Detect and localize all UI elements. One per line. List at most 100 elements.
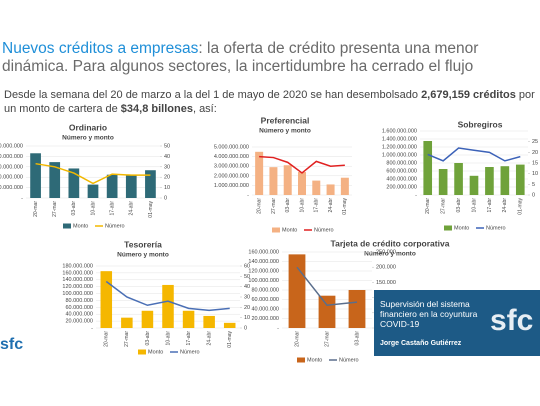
headline-rest: : la oferta de crédito presenta una meno… [2,40,479,75]
bar [30,153,41,198]
y2-tick-label: 150.000 [376,280,396,286]
y-tick-label: 60.000.000 [251,297,279,303]
bar [223,322,236,328]
bar [454,163,463,195]
y-tick-label: 40.000.000 [65,312,93,318]
bar [438,169,448,195]
x-tick-label: 27-mar [271,198,277,214]
y-tick-label: 100.000.000 [248,278,279,284]
y2-tick-label: 250.000 [376,249,396,255]
y-tick-label: - [91,325,93,331]
bar [49,162,61,198]
y-tick-label: 30.000.000 [0,164,23,170]
chart-title: Tesorería [124,239,162,249]
y2-tick-label: 60 [244,263,250,269]
headline: Nuevos créditos a empresas: la oferta de… [2,40,538,76]
bar [87,184,99,198]
y-tick-label: 40.000.000 [0,154,23,160]
x-tick-label: 10-abr [299,198,305,213]
y2-tick-label: 10 [532,171,538,177]
x-tick-label: 24-abr [502,198,508,213]
bar [312,180,321,195]
bar [255,151,264,195]
legend-label: Número [180,349,200,355]
legend-label: Número [486,225,506,231]
bar [125,174,137,198]
text: Desde la semana del 20 de marzo a la del… [4,89,422,101]
y-tick-label: 40.000.000 [251,306,279,312]
y-tick-label: - [277,325,279,331]
x-tick-label: 03-abr [71,201,77,216]
bar [121,317,133,328]
chart-title: Tarjeta de crédito corporativa [331,238,450,248]
legend-label: Número [105,223,125,229]
legend-swatch [63,223,71,229]
y-tick-label: 80.000.000 [251,287,279,293]
chart-subtitle: Número y monto [117,252,169,259]
y-tick-label: 1.600.000.000 [382,128,417,134]
x-tick-label: 17-abr [186,331,192,346]
y2-tick-label: 10 [164,185,170,191]
bar [485,167,494,195]
legend-label: Monto [454,225,469,231]
chart-subtitle: Número y monto [259,128,311,135]
x-tick-label: 03-abr [145,331,151,346]
x-tick-label: 20-mar [256,198,262,214]
y-tick-label: 140.000.000 [62,277,93,283]
legend-label: Número [314,227,334,233]
bar [182,310,195,328]
y-tick-label: 50.000.000 [0,143,23,149]
bar [298,171,306,195]
line [296,266,358,306]
legend-swatch [138,349,146,355]
x-tick-label: 24-abr [206,331,212,346]
legend-swatch [297,357,305,363]
x-tick-label: 01-may [148,201,154,218]
legend-label: Monto [307,357,322,363]
y2-tick-label: 5 [532,182,535,188]
bar [203,315,215,328]
y2-tick-label: 40 [164,154,170,160]
chart-title: Preferencial [261,115,310,125]
y-tick-label: 1.400.000.000 [382,136,417,142]
bar [469,175,479,195]
legend-label: Número [339,357,359,363]
text: $34,8 billones [120,103,193,115]
y-tick-label: 120.000.000 [62,284,93,290]
bar [515,164,525,195]
line [105,280,230,312]
bar [348,290,366,328]
line [259,155,345,174]
y-tick-label: - [247,192,249,198]
bar [100,271,113,328]
headline-lead: Nuevos créditos a empresas [2,40,199,57]
y2-tick-label: 50 [164,143,170,149]
y-tick-label: - [415,192,417,198]
legend-swatch [444,225,452,231]
y2-tick-label: 30 [164,164,170,170]
y2-tick-label: 20 [244,305,250,311]
bar [326,184,335,195]
text: 2,679,159 créditos [421,89,516,101]
y-tick-label: 5.000.000.000 [214,144,249,150]
y2-tick-label: 15 [532,160,538,166]
x-tick-label: 24-abr [328,198,334,213]
x-tick-label: 20-mar [294,331,300,347]
bar [288,254,306,328]
subheadline: Desde la semana del 20 de marzo a la del… [4,88,540,116]
y-tick-label: 1.200.000.000 [382,144,417,150]
x-tick-label: 17-abr [109,201,115,216]
y2-tick-label: 50 [244,274,250,280]
bar [145,170,156,198]
y-tick-label: 80.000.000 [65,298,93,304]
y2-tick-label: 40 [244,284,250,290]
x-tick-label: 24-abr [129,201,135,216]
y-tick-label: 120.000.000 [248,268,279,274]
y-tick-label: 180.000.000 [62,263,93,269]
x-tick-label: 03-abr [285,198,291,213]
y2-tick-label: 0 [244,325,247,331]
bar [68,168,80,198]
text: por un monto de cartera de [4,89,535,115]
bar [423,141,433,195]
